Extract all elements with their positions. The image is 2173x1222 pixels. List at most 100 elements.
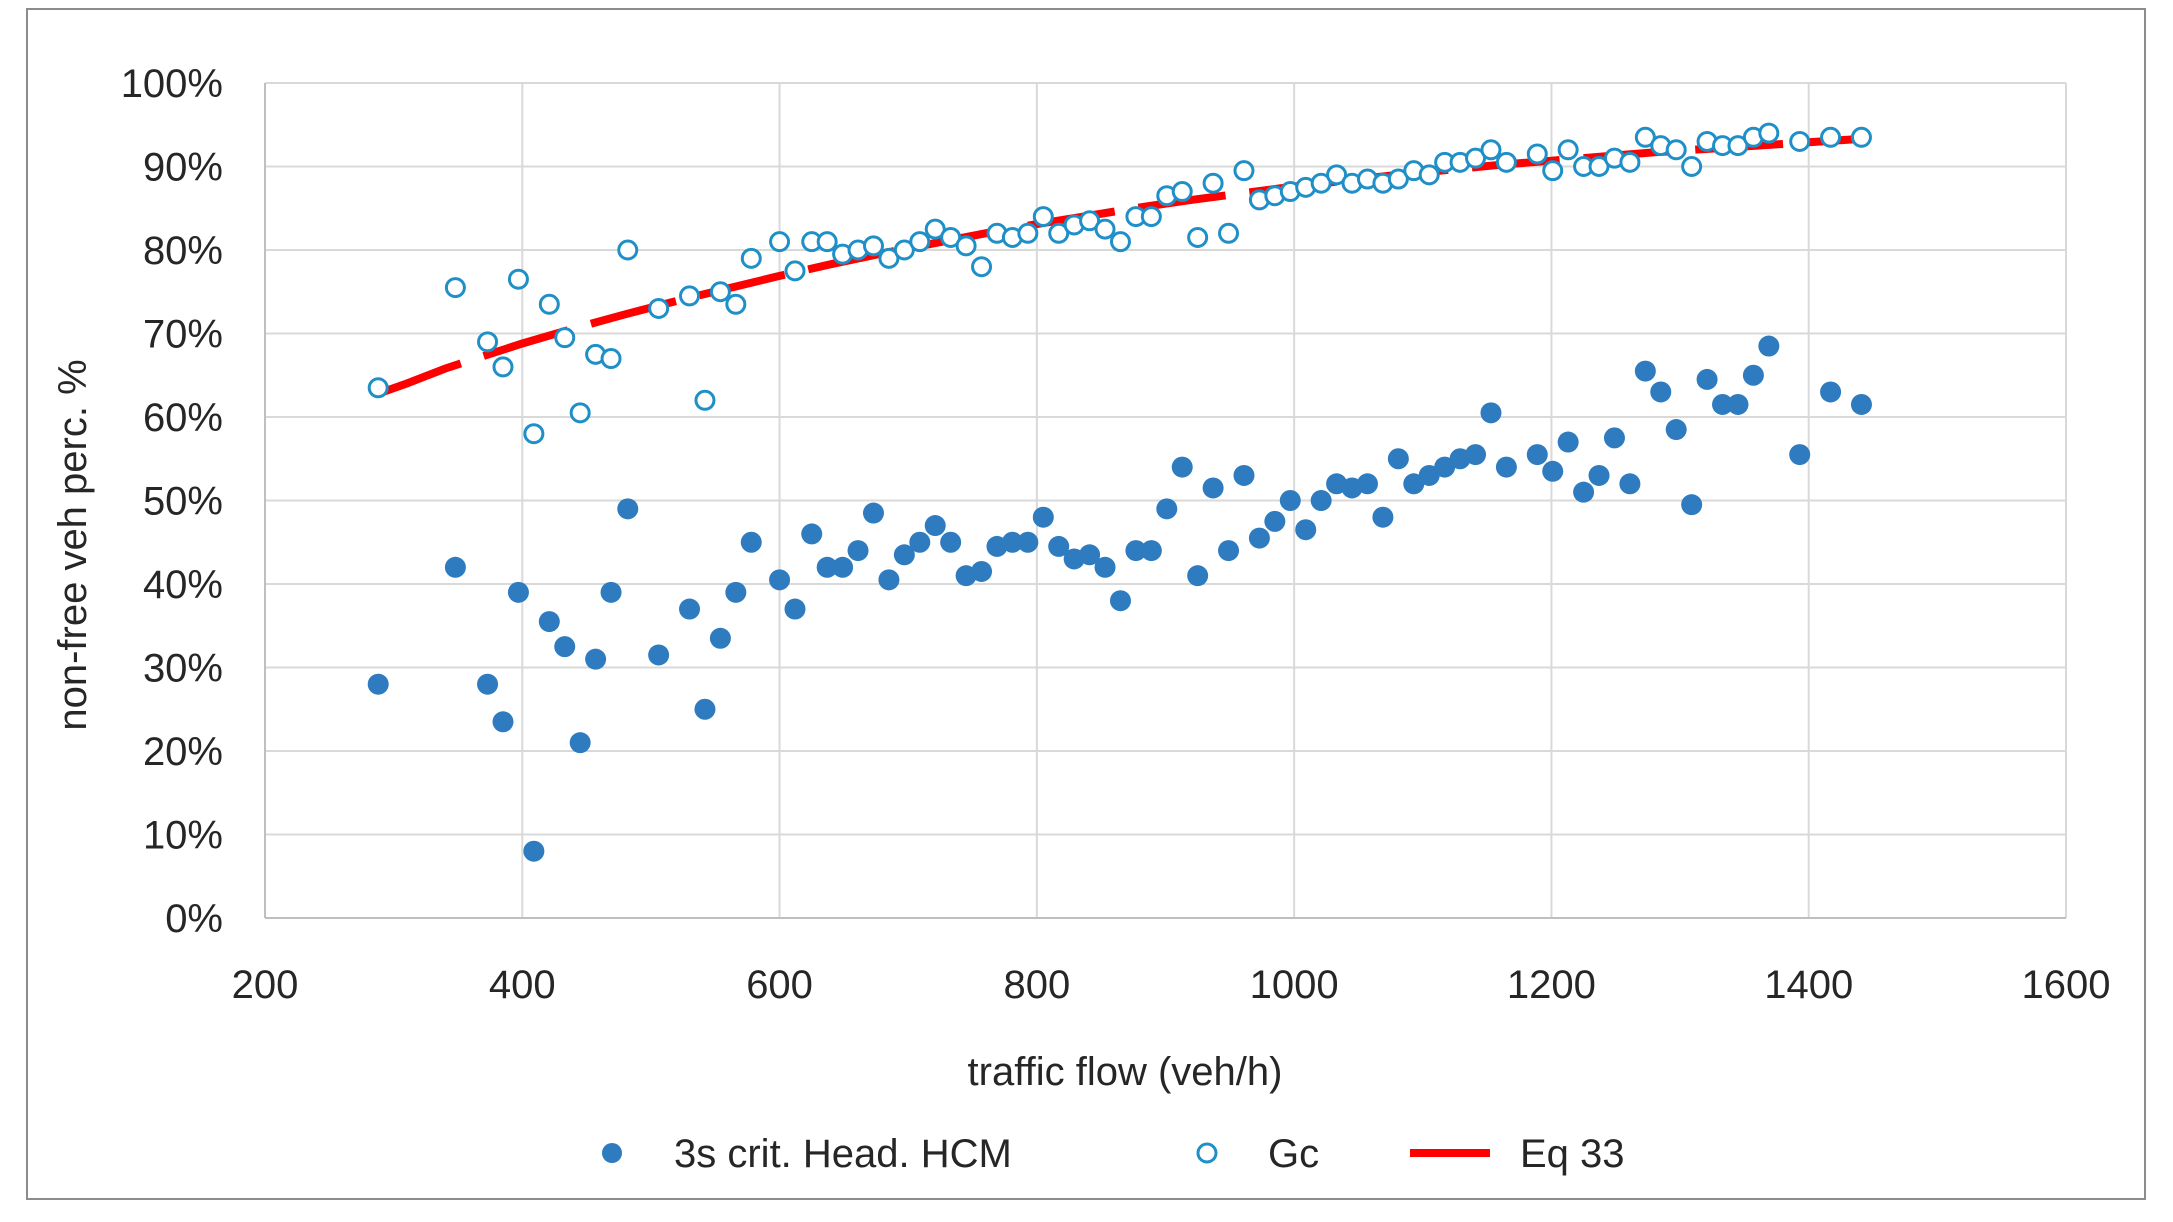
x-tick-label: 600 bbox=[746, 963, 813, 1007]
legend-item-gc: Gc bbox=[1196, 1132, 1319, 1176]
gc-point bbox=[893, 239, 915, 261]
hcm-point bbox=[1557, 431, 1579, 453]
hcm-point bbox=[862, 502, 884, 524]
y-tick-label: 60% bbox=[143, 396, 223, 440]
legend-marker-hcm bbox=[602, 1143, 622, 1163]
hcm-point bbox=[1032, 506, 1054, 528]
gc-point bbox=[569, 402, 591, 424]
gc-point bbox=[1140, 206, 1162, 228]
gc-point bbox=[1048, 222, 1070, 244]
gc-point bbox=[1418, 164, 1440, 186]
gc-point bbox=[1758, 122, 1780, 144]
hcm-point bbox=[1001, 531, 1023, 553]
gc-point bbox=[648, 297, 670, 319]
hcm-point bbox=[1264, 510, 1286, 532]
gc-point bbox=[769, 231, 791, 253]
legend-item-hcm: 3s crit. Head. HCM bbox=[602, 1132, 1012, 1176]
hcm-point bbox=[1356, 473, 1378, 495]
gc-point bbox=[1850, 126, 1872, 148]
hcm-point bbox=[1109, 590, 1131, 612]
hcm-point bbox=[1094, 556, 1116, 578]
gc-point bbox=[1557, 139, 1579, 161]
hcm-point bbox=[1248, 527, 1270, 549]
hcm-point bbox=[878, 569, 900, 591]
hcm-point bbox=[801, 523, 823, 545]
hcm-point bbox=[1279, 490, 1301, 511]
y-tick-label: 100% bbox=[121, 62, 223, 106]
hcm-point bbox=[1619, 473, 1641, 495]
hcm-point bbox=[1125, 540, 1147, 562]
hcm-point bbox=[909, 531, 931, 553]
hcm-point bbox=[1295, 519, 1317, 541]
legend-marker-gc bbox=[1196, 1142, 1218, 1164]
y-tick-label: 90% bbox=[143, 146, 223, 190]
gc-point bbox=[1634, 126, 1656, 148]
hcm-point bbox=[1187, 565, 1209, 587]
hcm-point bbox=[679, 598, 701, 620]
gc-point bbox=[1218, 222, 1240, 244]
hcm-point bbox=[784, 598, 806, 620]
hcm-point bbox=[1048, 535, 1070, 557]
hcm-point bbox=[1650, 381, 1672, 403]
axis-layer bbox=[264, 83, 2066, 919]
hcm-point bbox=[554, 636, 576, 658]
chart-frame bbox=[26, 8, 2146, 1200]
hcm-point bbox=[1634, 360, 1656, 382]
gc-point bbox=[1032, 206, 1054, 228]
gc-point bbox=[367, 377, 389, 399]
hcm-point bbox=[1526, 444, 1548, 466]
gc-point bbox=[909, 231, 931, 253]
gc-series bbox=[367, 122, 1872, 445]
hcm-point bbox=[1017, 531, 1039, 553]
gc-point bbox=[955, 235, 977, 257]
gc-point bbox=[1495, 151, 1517, 173]
hcm-point bbox=[1156, 498, 1178, 520]
hcm-point bbox=[1820, 381, 1842, 403]
gc-point bbox=[709, 281, 731, 303]
hcm-point bbox=[507, 581, 529, 603]
y-tick-label: 10% bbox=[143, 814, 223, 858]
hcm-point bbox=[1403, 473, 1425, 495]
hcm-point bbox=[769, 569, 791, 591]
gc-point bbox=[1820, 126, 1842, 148]
legend: 3s crit. Head. HCM Gc Eq 33 bbox=[602, 1132, 1625, 1176]
hcm-point bbox=[1202, 477, 1224, 499]
gc-point bbox=[1727, 135, 1749, 157]
gc-point bbox=[444, 277, 466, 299]
hcm-point bbox=[648, 644, 670, 666]
gc-point bbox=[694, 389, 716, 411]
gc-point bbox=[878, 247, 900, 269]
hcm-point bbox=[1171, 456, 1193, 478]
gc-point bbox=[507, 268, 529, 290]
y-tick-label: 0% bbox=[165, 897, 223, 941]
x-tick-label: 400 bbox=[489, 963, 556, 1007]
hcm-point bbox=[816, 556, 838, 578]
y-tick-label: 70% bbox=[143, 313, 223, 357]
legend-label-hcm: 3s crit. Head. HCM bbox=[674, 1132, 1012, 1176]
gc-point bbox=[1310, 172, 1332, 194]
hcm-point bbox=[1742, 364, 1764, 386]
grid-layer bbox=[265, 82, 2067, 918]
gc-point bbox=[492, 356, 514, 378]
gc-point bbox=[1187, 226, 1209, 248]
hcm-point bbox=[740, 531, 762, 553]
hcm-point bbox=[832, 556, 854, 578]
hcm-point bbox=[1696, 368, 1718, 390]
hcm-point bbox=[523, 840, 545, 862]
hcm-point bbox=[924, 515, 946, 537]
hcm-point bbox=[1387, 448, 1409, 470]
x-tick-label: 200 bbox=[232, 963, 299, 1007]
hcm-point bbox=[1480, 402, 1502, 424]
gc-point bbox=[1326, 164, 1348, 186]
hcm-point bbox=[1727, 393, 1749, 415]
gc-point bbox=[1017, 222, 1039, 244]
gc-point bbox=[617, 239, 639, 261]
hcm-point bbox=[725, 581, 747, 603]
gc-point bbox=[1619, 151, 1641, 173]
hcm-point bbox=[847, 540, 869, 562]
gc-point bbox=[1789, 130, 1811, 152]
hcm-point bbox=[694, 698, 716, 720]
gc-point bbox=[1465, 147, 1487, 169]
y-tick-label: 20% bbox=[143, 730, 223, 774]
